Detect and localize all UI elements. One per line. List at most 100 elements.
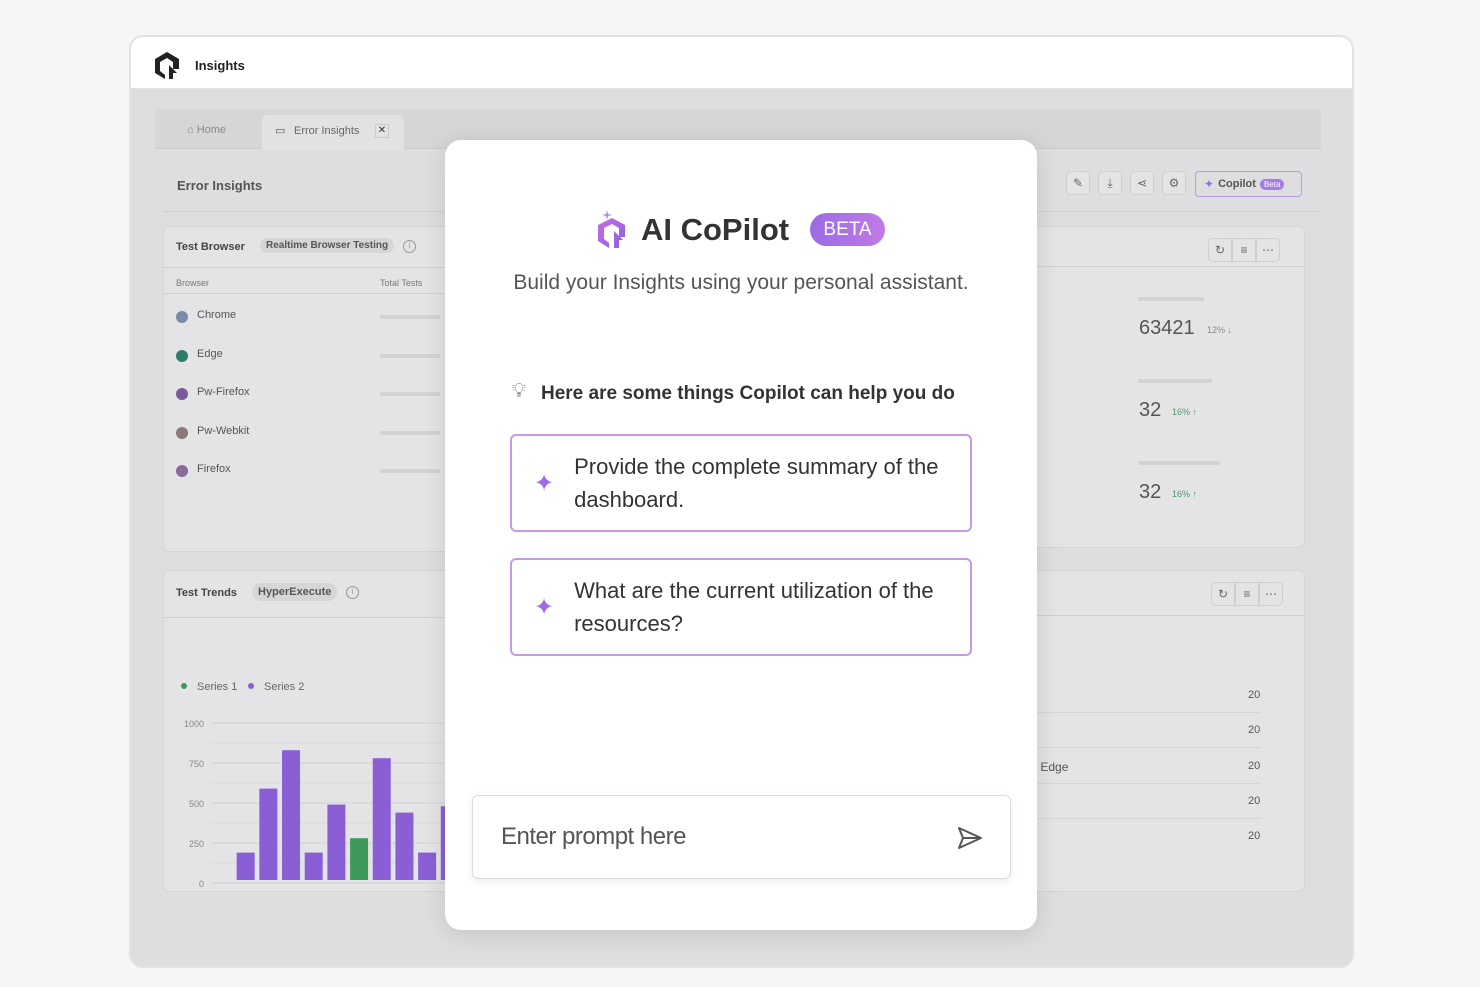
prompt-placeholder: Enter prompt here — [501, 823, 686, 850]
browser-name: Firefox — [197, 463, 231, 475]
browser-table-card: ↻≡⋯ me 20 i 20 osoft Edge 20 ox 20 ron 2… — [1011, 570, 1305, 892]
legend-marker — [248, 683, 254, 689]
tab-home[interactable]: ⌂ Home — [187, 124, 226, 136]
help-heading: Here are some things Copilot can help yo… — [541, 383, 955, 404]
legend-label[interactable]: Series 1 — [197, 681, 237, 693]
bar[interactable] — [236, 852, 255, 880]
share-icon[interactable]: ⋖ — [1130, 171, 1154, 195]
browser-icon — [176, 388, 188, 400]
trend-arrow-icon: ↑ — [1192, 407, 1198, 417]
browser-name: Edge — [197, 347, 223, 360]
refresh-icon[interactable]: ↻ — [1211, 582, 1235, 606]
table-row[interactable]: Pw-Webkit — [176, 424, 456, 444]
copilot-button[interactable]: ✦ Copilot Beta — [1195, 171, 1302, 197]
download-icon[interactable]: ⤓ — [1098, 171, 1122, 195]
card-actions: ↻ ≡ ⋯ — [1211, 582, 1283, 606]
test-count: 20 — [1248, 689, 1261, 701]
app-title: Insights — [195, 58, 245, 73]
info-icon[interactable]: i — [346, 586, 359, 599]
refresh-icon[interactable]: ↻ — [1208, 238, 1232, 262]
bar[interactable] — [304, 852, 323, 880]
test-count: 20 — [1248, 794, 1261, 807]
bar[interactable] — [327, 804, 346, 880]
trend-arrow-icon: ↓ — [1227, 325, 1233, 335]
beta-badge: Beta — [1259, 178, 1285, 190]
info-icon[interactable]: i — [403, 240, 416, 253]
suggestion-button[interactable]: ✦ Provide the complete summary of the da… — [510, 434, 972, 532]
table-row[interactable]: ox 20 — [1011, 795, 1261, 819]
filter-icon[interactable]: ≡ — [1235, 582, 1259, 606]
close-icon[interactable]: ✕ — [375, 124, 389, 138]
beta-badge: BETA — [810, 213, 885, 246]
bar[interactable] — [395, 812, 414, 880]
table-row[interactable]: Edge — [176, 347, 456, 367]
table-row[interactable]: Firefox — [176, 462, 456, 482]
page-title: Error Insights — [177, 178, 263, 193]
send-icon[interactable] — [957, 825, 983, 851]
y-tick-label: 0 — [199, 879, 204, 889]
metric-value: 32 — [1139, 399, 1162, 421]
table-row[interactable]: i 20 — [1011, 724, 1261, 749]
test-count: 20 — [1248, 759, 1261, 772]
filter-icon[interactable]: ≡ — [1232, 238, 1256, 262]
sparkle-icon: ✦ — [1204, 177, 1215, 191]
test-count: 20 — [1248, 830, 1261, 843]
table-row[interactable]: ron 20 — [1011, 830, 1261, 854]
lightbulb-icon: 💡︎ — [512, 380, 526, 402]
y-tick-label: 250 — [189, 839, 204, 849]
table-row[interactable]: me 20 — [1011, 689, 1261, 713]
sparkle-icon: ✦ — [534, 469, 555, 497]
suggestion-text: What are the current utilization of the … — [574, 578, 934, 636]
tab-label: Error Insights — [294, 125, 360, 137]
change-percent: 16% — [1172, 489, 1191, 499]
bar[interactable] — [372, 758, 391, 880]
sparkle-icon: ✦ — [534, 593, 555, 621]
prompt-input[interactable]: Enter prompt here — [472, 795, 1011, 879]
column-header[interactable]: Browser — [176, 278, 210, 288]
browser-icon — [176, 311, 188, 323]
y-tick-label: 500 — [189, 799, 204, 809]
suggestion-button[interactable]: ✦ What are the current utilization of th… — [510, 558, 972, 656]
table-row[interactable]: osoft Edge 20 — [1011, 760, 1261, 784]
more-icon[interactable]: ⋯ — [1256, 238, 1280, 262]
card-title: Test Trends — [176, 587, 237, 599]
metrics-card: ↻ ≡ ⋯ 63421 12% ↓ 32 16% ↑ 32 16% ↑ — [1011, 226, 1305, 548]
label-placeholder — [1138, 297, 1204, 301]
card-chip: Realtime Browser Testing — [260, 238, 395, 253]
value-placeholder — [380, 469, 440, 473]
card-chip: HyperExecute — [252, 583, 338, 601]
column-header[interactable]: Total Tests — [380, 278, 423, 288]
table-row[interactable]: Pw-Firefox — [176, 385, 456, 405]
modal-subtitle: Build your Insights using your personal … — [513, 271, 969, 294]
card-actions: ↻ ≡ ⋯ — [1208, 238, 1280, 262]
modal-title: AI CoPilot — [641, 212, 790, 247]
legend-label[interactable]: Series 2 — [264, 681, 304, 693]
tab-label: Home — [196, 124, 227, 136]
card-title: Test Browser — [176, 241, 245, 253]
change-percent: 16% — [1172, 407, 1191, 417]
gear-icon[interactable]: ⚙ — [1162, 171, 1186, 195]
value-placeholder — [380, 315, 440, 319]
logo-icon — [155, 52, 179, 79]
tab-error-insights[interactable]: ▭ Error Insights ✕ — [262, 115, 404, 150]
copilot-logo-icon — [598, 210, 625, 248]
browser-name: Chrome — [197, 309, 237, 321]
browser-name: Pw-Firefox — [197, 386, 250, 398]
bar[interactable] — [282, 750, 301, 880]
table-row[interactable]: Chrome — [176, 308, 456, 328]
bar[interactable] — [418, 852, 437, 880]
home-icon: ⌂ — [187, 124, 197, 136]
value-placeholder — [380, 353, 440, 358]
test-count: 20 — [1248, 724, 1261, 737]
copilot-label: Copilot — [1218, 178, 1256, 190]
pencil-icon[interactable]: ✎ — [1066, 171, 1090, 195]
label-placeholder — [1138, 379, 1212, 383]
metric-value: 63421 — [1139, 317, 1195, 339]
more-icon[interactable]: ⋯ — [1259, 582, 1283, 606]
test-browser-card: Test Browser Realtime Browser Testing i … — [163, 226, 463, 552]
window-icon: ▭ — [275, 125, 286, 137]
bar[interactable] — [350, 838, 369, 880]
app-header: Insights — [131, 37, 1352, 89]
bar[interactable] — [259, 788, 278, 880]
